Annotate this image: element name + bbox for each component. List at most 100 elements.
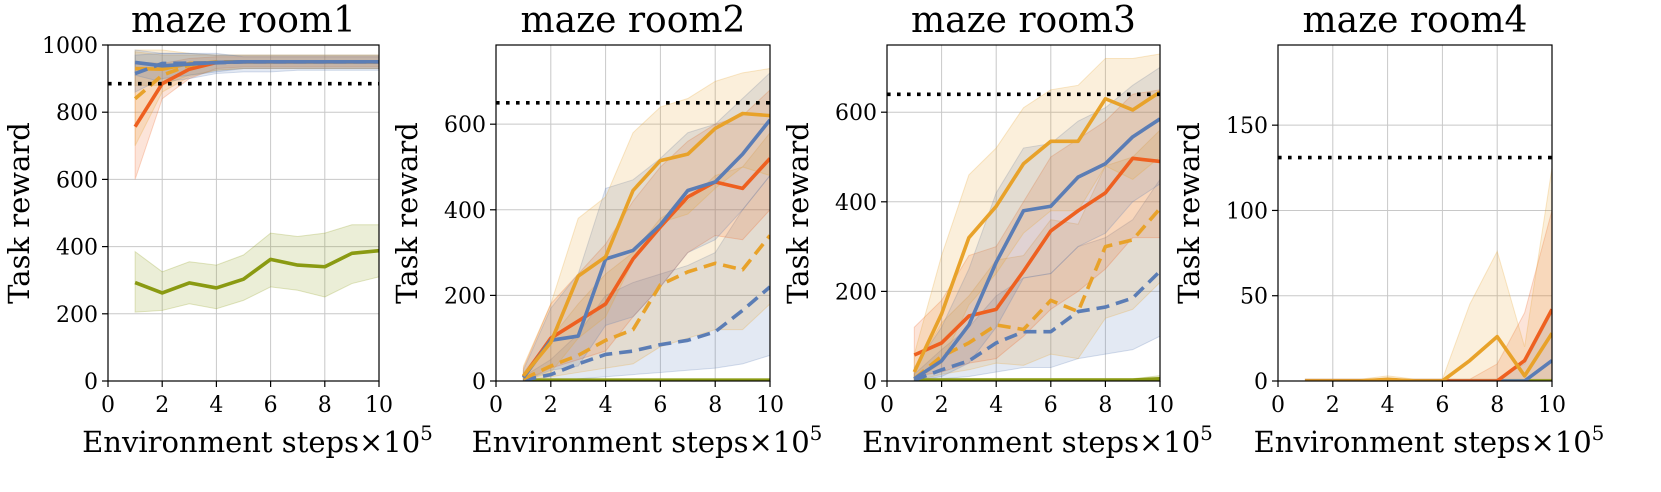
confidence-band-orange-dashed (913, 129, 1160, 381)
chart-title: maze room1 (131, 0, 356, 41)
x-tick-label: 10 (756, 393, 784, 418)
confidence-band-orange (134, 49, 379, 86)
x-tick-label: 4 (599, 393, 613, 418)
x-axis-label: Environment steps×105 (472, 421, 823, 459)
x-tick-label: 6 (653, 393, 667, 418)
y-tick-label: 400 (835, 191, 877, 216)
series-line-orange (522, 111, 770, 378)
y-tick-label: 100 (1226, 199, 1268, 224)
x-tick-label: 4 (1381, 393, 1395, 418)
x-axis-label-text: Environment steps (82, 425, 359, 459)
y-tick-label: 150 (1226, 114, 1268, 139)
series-line-red (913, 156, 1160, 357)
chart-title: maze room4 (1303, 0, 1528, 41)
x-axis-label-text: Environment steps (472, 425, 749, 459)
plot-area (887, 53, 1160, 381)
plot-frame (107, 44, 380, 382)
series-line-blue-dashed (913, 269, 1160, 381)
series-line-olive (134, 248, 379, 295)
chart-title: maze room3 (911, 0, 1136, 41)
confidence-band-orange (913, 53, 1160, 381)
confidence-band-blue (134, 49, 379, 83)
x-axis-label-multiplier: ×10 (1530, 425, 1591, 459)
y-axis-label: Task reward (2, 122, 36, 304)
series-line-blue-dashed (523, 285, 770, 381)
y-tick-label: 400 (444, 199, 486, 224)
x-tick-label: 4 (989, 393, 1003, 418)
series-line-orange-dashed (522, 234, 770, 381)
x-tick-label: 10 (1146, 393, 1174, 418)
x-tick-label: 2 (544, 393, 558, 418)
y-tick-label: 200 (444, 284, 486, 309)
plot-area (108, 49, 379, 313)
y-tick-label: 600 (56, 168, 98, 193)
x-tick-label: 0 (489, 393, 503, 418)
y-tick-label: 0 (472, 370, 486, 395)
x-tick-label: 8 (708, 393, 722, 418)
x-axis-label-exponent: 5 (810, 421, 823, 445)
x-tick-label: 4 (209, 393, 223, 418)
y-tick-label: 400 (56, 236, 98, 261)
x-axis-label-multiplier: ×10 (748, 425, 809, 459)
x-axis-label: Environment steps×105 (862, 421, 1213, 459)
y-tick-label: 600 (835, 101, 877, 126)
y-tick-label: 0 (1254, 370, 1268, 395)
series-line-olive (914, 376, 1160, 381)
x-tick-label: 0 (880, 393, 894, 418)
x-tick-label: 10 (365, 393, 393, 418)
series-line-red (1305, 308, 1552, 381)
y-tick-label: 800 (56, 101, 98, 126)
chart-title: maze room2 (521, 0, 746, 41)
series-line-orange (912, 90, 1160, 373)
x-axis-label-text: Environment steps (862, 425, 1139, 459)
series-line-orange-dashed (913, 207, 1160, 381)
series-line-blue (521, 118, 770, 379)
series-line-orange (1305, 332, 1552, 381)
confidence-band-blue (913, 66, 1160, 381)
plot-area (1278, 155, 1552, 381)
plot-frame (1277, 44, 1553, 382)
x-axis-label: Environment steps×105 (82, 421, 433, 459)
x-tick-label: 8 (318, 393, 332, 418)
y-tick-label: 1000 (42, 34, 98, 59)
x-axis-label-multiplier: ×10 (359, 425, 420, 459)
x-axis-label-text: Environment steps (1254, 425, 1531, 459)
series-line-blue (913, 117, 1160, 381)
x-tick-label: 0 (101, 393, 115, 418)
x-tick-label: 10 (1538, 393, 1566, 418)
confidence-band-orange (1304, 167, 1552, 381)
x-axis-label-exponent: 5 (1200, 421, 1213, 445)
x-tick-label: 2 (1326, 393, 1340, 418)
y-axis-label: Task reward (781, 122, 815, 304)
x-tick-label: 8 (1098, 393, 1112, 418)
plot-frame (495, 44, 771, 382)
confidence-band-blue (522, 72, 770, 381)
x-tick-label: 6 (264, 393, 278, 418)
x-tick-label: 6 (1435, 393, 1449, 418)
plot-area (496, 68, 770, 381)
series-line-red (521, 157, 770, 378)
y-tick-label: 50 (1240, 285, 1268, 310)
y-tick-label: 200 (835, 280, 877, 305)
confidence-band-orange (522, 68, 770, 381)
x-axis-label-multiplier: ×10 (1139, 425, 1200, 459)
y-tick-label: 600 (444, 113, 486, 138)
x-tick-label: 2 (935, 393, 949, 418)
confidence-band-blue-dashed (913, 178, 1160, 381)
y-tick-label: 0 (863, 370, 877, 395)
x-tick-label: 0 (1271, 393, 1285, 418)
chart-panel-2: 0 2 4 6 8 10 0 200 400 600 maze room2 Task reward En… (390, 0, 822, 459)
x-axis-label: Environment steps×105 (1254, 421, 1605, 459)
plot-frame (886, 44, 1161, 382)
series-line-blue (134, 59, 379, 68)
y-tick-label: 200 (56, 303, 98, 328)
x-tick-label: 8 (1490, 393, 1504, 418)
y-axis-label: Task reward (1172, 122, 1206, 304)
x-axis-label-exponent: 5 (420, 421, 433, 445)
y-axis-label: Task reward (390, 122, 424, 304)
y-tick-label: 0 (84, 370, 98, 395)
chart-panel-1: 0 2 4 6 8 10 0 200 400 600 800 1000 maze room1 Task r… (2, 0, 433, 459)
x-tick-label: 2 (155, 393, 169, 418)
